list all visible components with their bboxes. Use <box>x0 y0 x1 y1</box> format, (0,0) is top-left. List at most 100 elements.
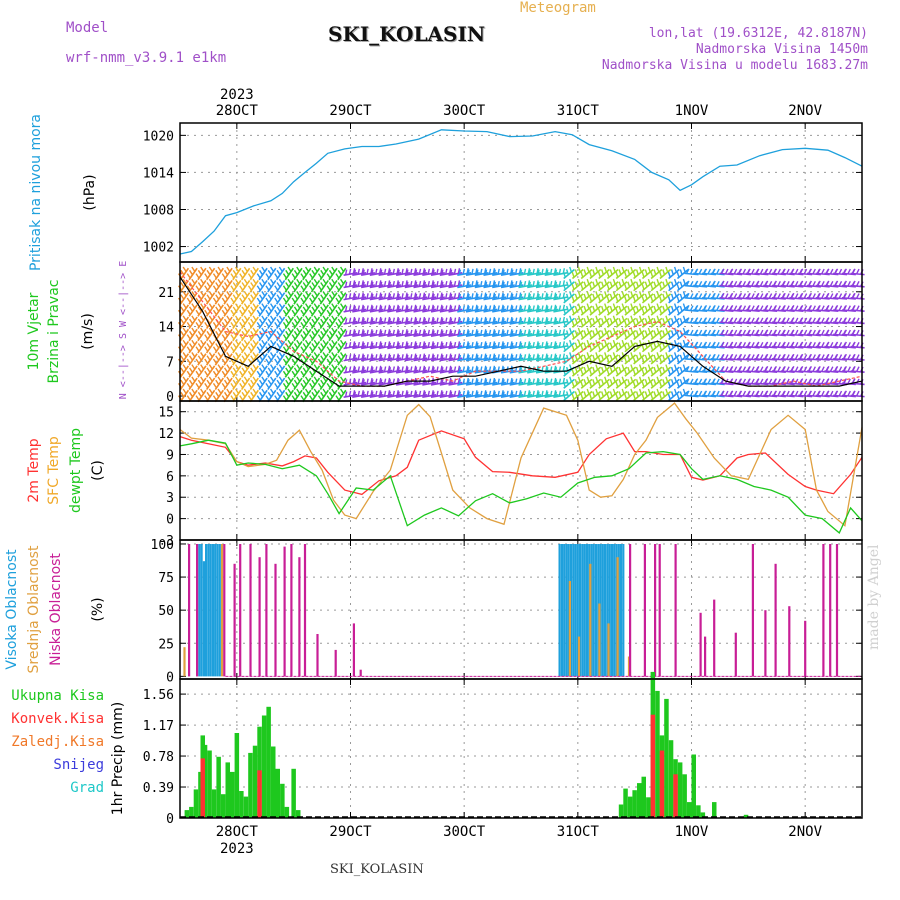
wind-barb-flag <box>829 280 834 287</box>
wind-barb-flag <box>501 353 504 360</box>
wind-barb-flag <box>371 391 374 398</box>
wind-barb-flag <box>418 280 422 287</box>
wind-barb <box>589 303 602 316</box>
wind-barb-flag <box>256 346 261 352</box>
footer-station: SKI_KOLASIN <box>330 862 424 877</box>
wind-barb <box>239 352 251 366</box>
wind-barb-flag <box>558 390 562 397</box>
wind-barb-flag <box>304 339 310 346</box>
wind-barb <box>177 339 190 354</box>
wind-barb-flag <box>621 291 625 297</box>
wind-barb-flag <box>441 330 444 337</box>
wind-barb-flag <box>388 269 392 276</box>
wind-barb-flag <box>445 390 448 397</box>
wind-barb <box>195 376 207 390</box>
y-axis-label-wind: (m/s) <box>80 313 96 350</box>
wind-barb-flag <box>600 342 604 349</box>
wind-barb-flag <box>834 366 839 372</box>
wind-barb-flag <box>480 329 483 336</box>
wind-barb-flag <box>483 341 487 347</box>
wind-barb-flag <box>609 366 613 373</box>
wind-barb-flag <box>427 354 431 360</box>
wind-barb-flag <box>492 268 496 274</box>
wind-barb-flag <box>278 376 283 382</box>
wind-barb-flag <box>414 367 418 373</box>
wind-barb-flag <box>777 329 781 336</box>
wind-barb-flag <box>843 317 847 323</box>
wind-barb-flag <box>223 367 229 373</box>
wind-barb-flag <box>592 366 596 373</box>
wind-barb-flag <box>480 280 483 287</box>
wind-barb-flag <box>302 294 307 300</box>
wind-barb-flag <box>186 370 191 377</box>
wind-barb-flag <box>782 341 786 348</box>
wind-barb-flag <box>536 292 539 299</box>
wind-barb-flag <box>707 317 712 324</box>
wind-barb-flag <box>843 292 847 299</box>
wind-barb-flag <box>200 388 205 394</box>
wind-barb-flag <box>267 269 272 276</box>
wind-barb-flag <box>577 388 581 395</box>
bar-cloud <box>601 544 604 677</box>
wind-barb <box>239 303 251 317</box>
bar-precip <box>211 789 217 818</box>
wind-barb-flag <box>644 366 648 373</box>
wind-barb-flag <box>379 306 383 312</box>
wind-barb <box>650 352 663 365</box>
wind-barb-flag <box>418 305 422 311</box>
wind-barb-flag <box>188 379 194 386</box>
wind-barb-flag <box>352 316 356 323</box>
wind-barb-flag <box>445 366 448 372</box>
wind-barb-flag <box>387 353 391 360</box>
wind-barb-flag <box>375 378 378 385</box>
wind-barb-flag <box>204 309 209 316</box>
wind-barb-flag <box>371 330 374 337</box>
wind-barb-flag <box>583 342 587 349</box>
wind-barb-flag <box>331 315 336 321</box>
wind-barb-flag <box>847 329 851 336</box>
wind-barb-flag <box>549 390 553 397</box>
bar-cloud <box>316 634 319 677</box>
bar-precip <box>234 733 240 818</box>
wind-barb-flag <box>817 366 821 372</box>
wind-barb-flag <box>427 390 431 397</box>
wind-barb-flag <box>724 329 729 336</box>
wind-barb-flag <box>432 293 435 300</box>
wind-barb-flag <box>838 354 843 360</box>
wind-barb-flag <box>448 365 452 372</box>
y-axis-label-cloud: (%) <box>90 597 106 621</box>
wind-barb-flag <box>720 280 725 287</box>
wind-barb-flag <box>274 358 279 364</box>
x-tick-label-top: 2NOV <box>788 103 822 119</box>
y-tick-label: 0 <box>166 812 174 827</box>
wind-barb-flag <box>565 391 569 397</box>
wind-barb-flag <box>577 352 581 358</box>
wind-barb-flag <box>217 303 222 309</box>
wind-barb-flag <box>751 329 755 336</box>
wind-barb-flag <box>241 391 246 398</box>
y-tick-label: 1008 <box>143 203 174 218</box>
wind-barb-flag <box>662 330 666 336</box>
wind-barb-flag <box>682 339 686 346</box>
wind-barb-flag <box>738 305 743 311</box>
wind-barb-flag <box>322 327 327 333</box>
wind-barb-flag <box>401 305 404 311</box>
wind-barb-flag <box>182 376 187 382</box>
wind-barb-flag <box>703 317 708 323</box>
wind-barb <box>274 315 286 329</box>
wind-barb-flag <box>232 294 237 300</box>
wind-barb-flag <box>397 367 400 373</box>
wind-barb <box>300 364 312 378</box>
wind-barb-flag <box>462 354 466 360</box>
wind-barb-flag <box>457 268 461 274</box>
wind-barb <box>212 327 224 342</box>
wind-barb-flag <box>239 370 244 377</box>
wind-barb-flag <box>226 303 231 309</box>
wind-barb-flag <box>829 268 834 275</box>
wind-barb-flag <box>569 303 573 309</box>
wind-barb-flag <box>676 369 680 376</box>
wind-barb-flag <box>378 280 382 286</box>
wind-barb-flag <box>302 367 307 373</box>
wind-barb-flag <box>188 330 194 337</box>
wind-barb-flag <box>698 268 703 275</box>
